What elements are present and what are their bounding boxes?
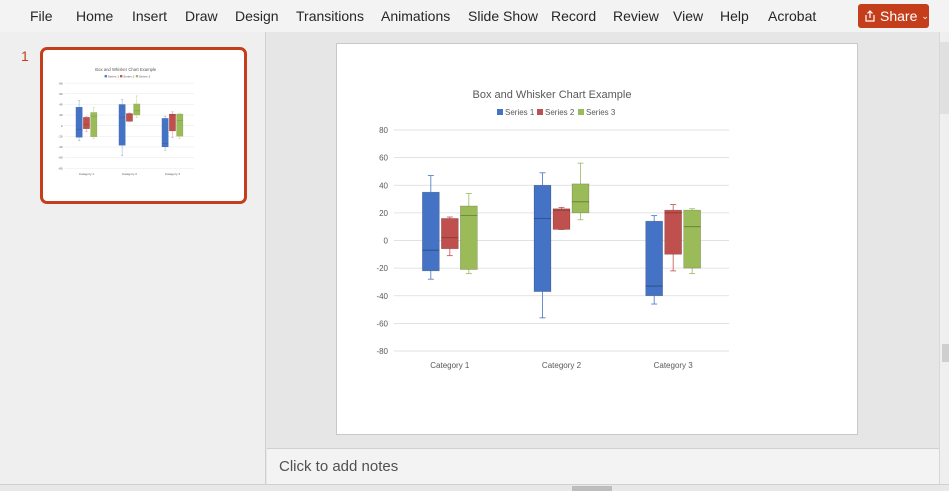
box-series-3[interactable]: [571, 183, 590, 214]
box-series-3[interactable]: [90, 112, 98, 137]
y-tick-label: 20: [379, 209, 388, 218]
x-tick-label: Category 2: [542, 361, 582, 370]
chart-title: Box and Whisker Chart Example: [473, 89, 632, 101]
y-tick-label: 40: [379, 181, 388, 190]
normal-view-button[interactable]: [572, 486, 612, 491]
x-tick-label: Category 1: [430, 361, 470, 370]
legend-label-series-1: Series 1: [108, 74, 120, 78]
box-series-1[interactable]: [533, 184, 552, 292]
tab-animations[interactable]: Animations: [381, 8, 451, 24]
y-tick-label: 80: [59, 81, 63, 85]
tab-home[interactable]: Home: [76, 8, 114, 24]
box-series-2[interactable]: [126, 113, 133, 122]
y-tick-label: -60: [376, 319, 388, 328]
y-tick-label: 0: [384, 237, 389, 246]
y-tick-label: -40: [58, 145, 63, 149]
notes-placeholder: Click to add notes: [279, 458, 399, 475]
chart-title: Box and Whisker Chart Example: [95, 67, 157, 72]
tab-review[interactable]: Review: [613, 8, 659, 24]
box-series-3[interactable]: [460, 205, 478, 270]
box-series-1[interactable]: [645, 220, 663, 297]
x-tick-label: Category 3: [165, 172, 180, 176]
box-series-2[interactable]: [441, 218, 459, 250]
y-tick-label: -60: [58, 156, 63, 160]
y-tick-label: -20: [58, 134, 63, 138]
y-tick-label: -40: [376, 292, 388, 301]
legend-swatch-series-2: [537, 109, 543, 115]
tab-view[interactable]: View: [673, 8, 704, 24]
tab-transitions[interactable]: Transitions: [296, 8, 364, 24]
notes-pane[interactable]: Click to add notes: [267, 448, 939, 484]
box-series-1[interactable]: [161, 118, 169, 148]
y-tick-label: -20: [376, 264, 388, 273]
tab-acrobat[interactable]: Acrobat: [768, 8, 817, 24]
box-series-1[interactable]: [118, 104, 126, 146]
slide-editing-area: Box and Whisker Chart Example Series 1 Ser…: [267, 32, 939, 448]
tab-file[interactable]: File: [30, 8, 53, 24]
box-series-2[interactable]: [169, 113, 176, 132]
chart-group: Box and Whisker Chart Example Series 1 Ser…: [376, 89, 729, 370]
tab-insert[interactable]: Insert: [132, 8, 168, 24]
tab-draw[interactable]: Draw: [185, 8, 218, 24]
y-tick-label: 40: [59, 103, 63, 107]
y-tick-label: -80: [376, 347, 388, 356]
box-series-2[interactable]: [83, 117, 90, 129]
share-button[interactable]: Share ⌄: [858, 4, 929, 28]
share-label: Share: [880, 8, 918, 24]
scrollbar-marker: [942, 344, 949, 362]
slide-thumbnail[interactable]: Box and Whisker Chart Example Series 1 Ser…: [40, 47, 247, 204]
box-series-1[interactable]: [422, 191, 440, 272]
y-tick-label: 60: [59, 92, 63, 96]
y-tick-label: 20: [59, 113, 63, 117]
tab-slide-show[interactable]: Slide Show: [468, 8, 539, 24]
x-tick-label: Category 3: [654, 361, 694, 370]
y-tick-label: 0: [61, 124, 63, 128]
chevron-down-icon: ⌄: [921, 10, 929, 21]
legend-label-series-2: Series 2: [123, 74, 135, 78]
tab-design[interactable]: Design: [235, 8, 279, 24]
vertical-scrollbar[interactable]: [939, 32, 949, 484]
box-series-3[interactable]: [683, 209, 701, 269]
slide-canvas[interactable]: Box and Whisker Chart Example Series 1 Ser…: [336, 43, 858, 435]
box-series-2[interactable]: [664, 209, 682, 255]
box-series-3[interactable]: [133, 103, 141, 116]
legend-swatch-series-3: [135, 75, 139, 78]
legend-label-series-1: Series 1: [505, 108, 535, 117]
ribbon-tab-bar: File Home Insert Draw Design Transitions…: [0, 0, 949, 32]
legend-swatch-series-3: [578, 109, 584, 115]
x-tick-label: Category 2: [122, 172, 137, 176]
legend-label-series-3: Series 3: [139, 74, 151, 78]
status-bar: [0, 484, 949, 491]
box-whisker-chart[interactable]: Box and Whisker Chart Example Series 1 Ser…: [337, 44, 857, 434]
legend-swatch-series-1: [497, 109, 503, 115]
y-tick-label: 80: [379, 126, 388, 135]
tab-help[interactable]: Help: [720, 8, 749, 24]
box-series-3[interactable]: [176, 113, 184, 137]
legend-swatch-series-1: [104, 75, 107, 78]
y-tick-label: 60: [379, 154, 388, 163]
box-series-1[interactable]: [75, 106, 83, 138]
slide-number: 1: [21, 48, 29, 64]
y-tick-label: -80: [58, 166, 63, 170]
tab-record[interactable]: Record: [551, 8, 597, 24]
left-edge-fragments: [0, 32, 9, 484]
x-tick-label: Category 1: [79, 172, 94, 176]
box-series-2[interactable]: [552, 208, 571, 230]
share-icon: [865, 10, 875, 22]
legend-label-series-2: Series 2: [545, 108, 575, 117]
legend-label-series-3: Series 3: [586, 108, 616, 117]
legend-swatch-series-2: [120, 75, 123, 78]
scrollbar-thumb[interactable]: [940, 42, 949, 114]
